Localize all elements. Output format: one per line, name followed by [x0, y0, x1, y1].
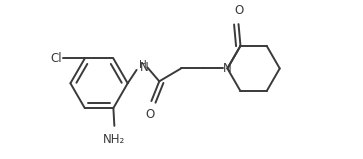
Text: H: H [139, 59, 147, 69]
Text: N: N [223, 62, 232, 75]
Text: Cl: Cl [50, 52, 62, 65]
Text: O: O [146, 108, 155, 121]
Text: N: N [139, 62, 148, 74]
Text: NH₂: NH₂ [103, 133, 126, 146]
Text: O: O [234, 4, 243, 17]
